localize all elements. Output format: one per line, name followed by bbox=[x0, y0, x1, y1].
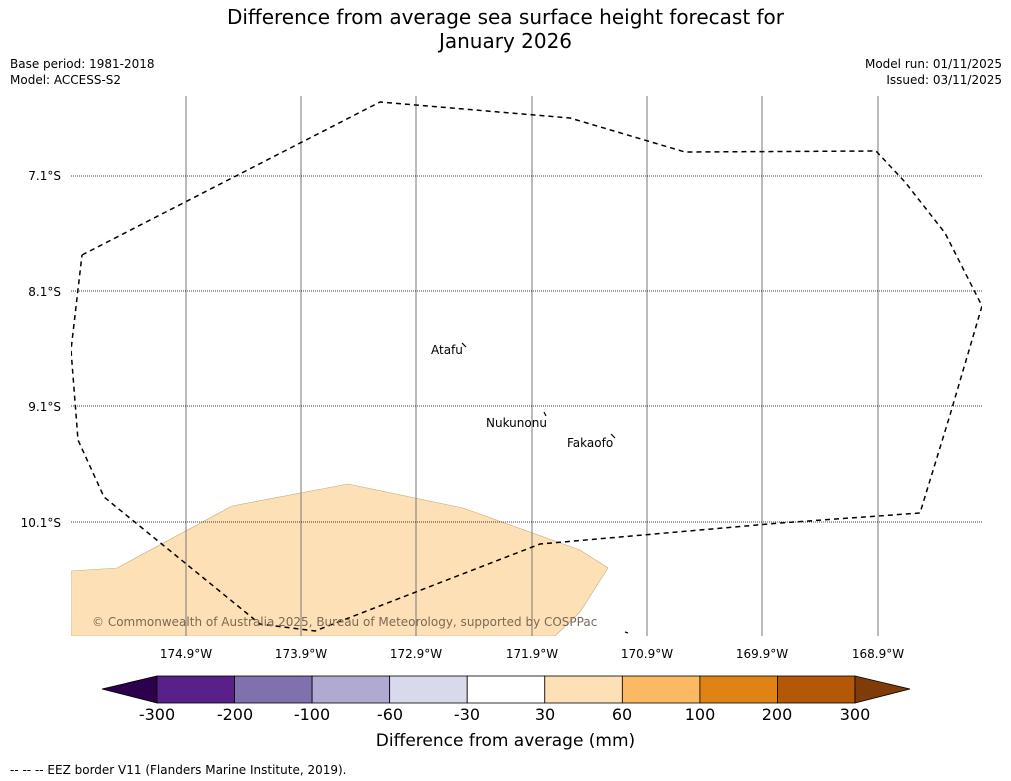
colorbar-cell-2 bbox=[311, 675, 391, 704]
meta-right: Model run: 01/11/2025 Issued: 03/11/2025 bbox=[865, 56, 1002, 88]
colorbar-cell-7 bbox=[699, 675, 778, 704]
islet-mark bbox=[624, 631, 629, 634]
lon-label-169.9: 169.9°W bbox=[735, 647, 789, 661]
eez-border bbox=[71, 101, 982, 632]
title-line-1: Difference from average sea surface heig… bbox=[226, 5, 785, 29]
lat-label-9.1: 9.1°S bbox=[28, 400, 61, 414]
meta-left: Base period: 1981-2018 Model: ACCESS-S2 bbox=[10, 56, 155, 88]
colorbar-tick-3: -60 bbox=[376, 705, 404, 724]
colorbar-cell-8 bbox=[777, 675, 856, 704]
island-label-nukunonu: Nukunonu bbox=[486, 416, 547, 430]
model-run: Model run: 01/11/2025 bbox=[864, 57, 1002, 71]
shaded-anomaly-region bbox=[71, 483, 609, 636]
nukunonu-island bbox=[543, 411, 547, 417]
colorbar bbox=[101, 675, 911, 704]
lon-label-172.9: 172.9°W bbox=[389, 647, 443, 661]
lon-label-174.9: 174.9°W bbox=[159, 647, 213, 661]
title-line-2: January 2026 bbox=[438, 29, 573, 53]
lon-label-170.9: 170.9°W bbox=[620, 647, 674, 661]
issued-date: Issued: 03/11/2025 bbox=[886, 73, 1002, 87]
base-period: Base period: 1981-2018 bbox=[10, 57, 155, 71]
lon-label-168.9: 168.9°W bbox=[851, 647, 905, 661]
colorbar-tick-2: -100 bbox=[293, 705, 331, 724]
colorbar-tick-4: -30 bbox=[453, 705, 481, 724]
colorbar-tick-8: 200 bbox=[761, 705, 793, 724]
lon-label-173.9: 173.9°W bbox=[274, 647, 328, 661]
colorbar-cell-5 bbox=[544, 675, 623, 704]
colorbar-tick-6: 60 bbox=[611, 705, 633, 724]
colorbar-title: Difference from average (mm) bbox=[375, 731, 636, 751]
colorbar-tick-7: 100 bbox=[684, 705, 716, 724]
colorbar-under-arrow bbox=[101, 675, 158, 704]
lat-label-10.1: 10.1°S bbox=[20, 516, 61, 530]
island-label-atafu: Atafu bbox=[431, 343, 463, 357]
colorbar-tick-0: -300 bbox=[138, 705, 176, 724]
model-name: Model: ACCESS-S2 bbox=[10, 73, 122, 87]
colorbar-cell-4 bbox=[466, 675, 546, 704]
colorbar-tick-9: 300 bbox=[839, 705, 871, 724]
island-label-fakaofo: Fakaofo bbox=[567, 436, 614, 450]
colorbar-cell-0 bbox=[156, 675, 235, 704]
colorbar-tick-5: 30 bbox=[534, 705, 556, 724]
colorbar-over-arrow bbox=[854, 675, 911, 704]
footer-legend: -- -- -- EEZ border V11 (Flanders Marine… bbox=[10, 763, 347, 777]
map-title: Difference from average sea surface heig… bbox=[0, 5, 1011, 53]
atafu-island bbox=[461, 342, 467, 348]
fakaofo-island bbox=[610, 433, 616, 439]
lat-label-7.1: 7.1°S bbox=[28, 169, 61, 183]
colorbar-cell-1 bbox=[234, 675, 313, 704]
copyright-notice: © Commonwealth of Australia 2025, Bureau… bbox=[92, 615, 598, 629]
lon-label-171.9: 171.9°W bbox=[505, 647, 559, 661]
lat-label-8.1: 8.1°S bbox=[28, 285, 61, 299]
colorbar-cell-6 bbox=[621, 675, 701, 704]
colorbar-cell-3 bbox=[389, 675, 468, 704]
colorbar-tick-1: -200 bbox=[216, 705, 254, 724]
